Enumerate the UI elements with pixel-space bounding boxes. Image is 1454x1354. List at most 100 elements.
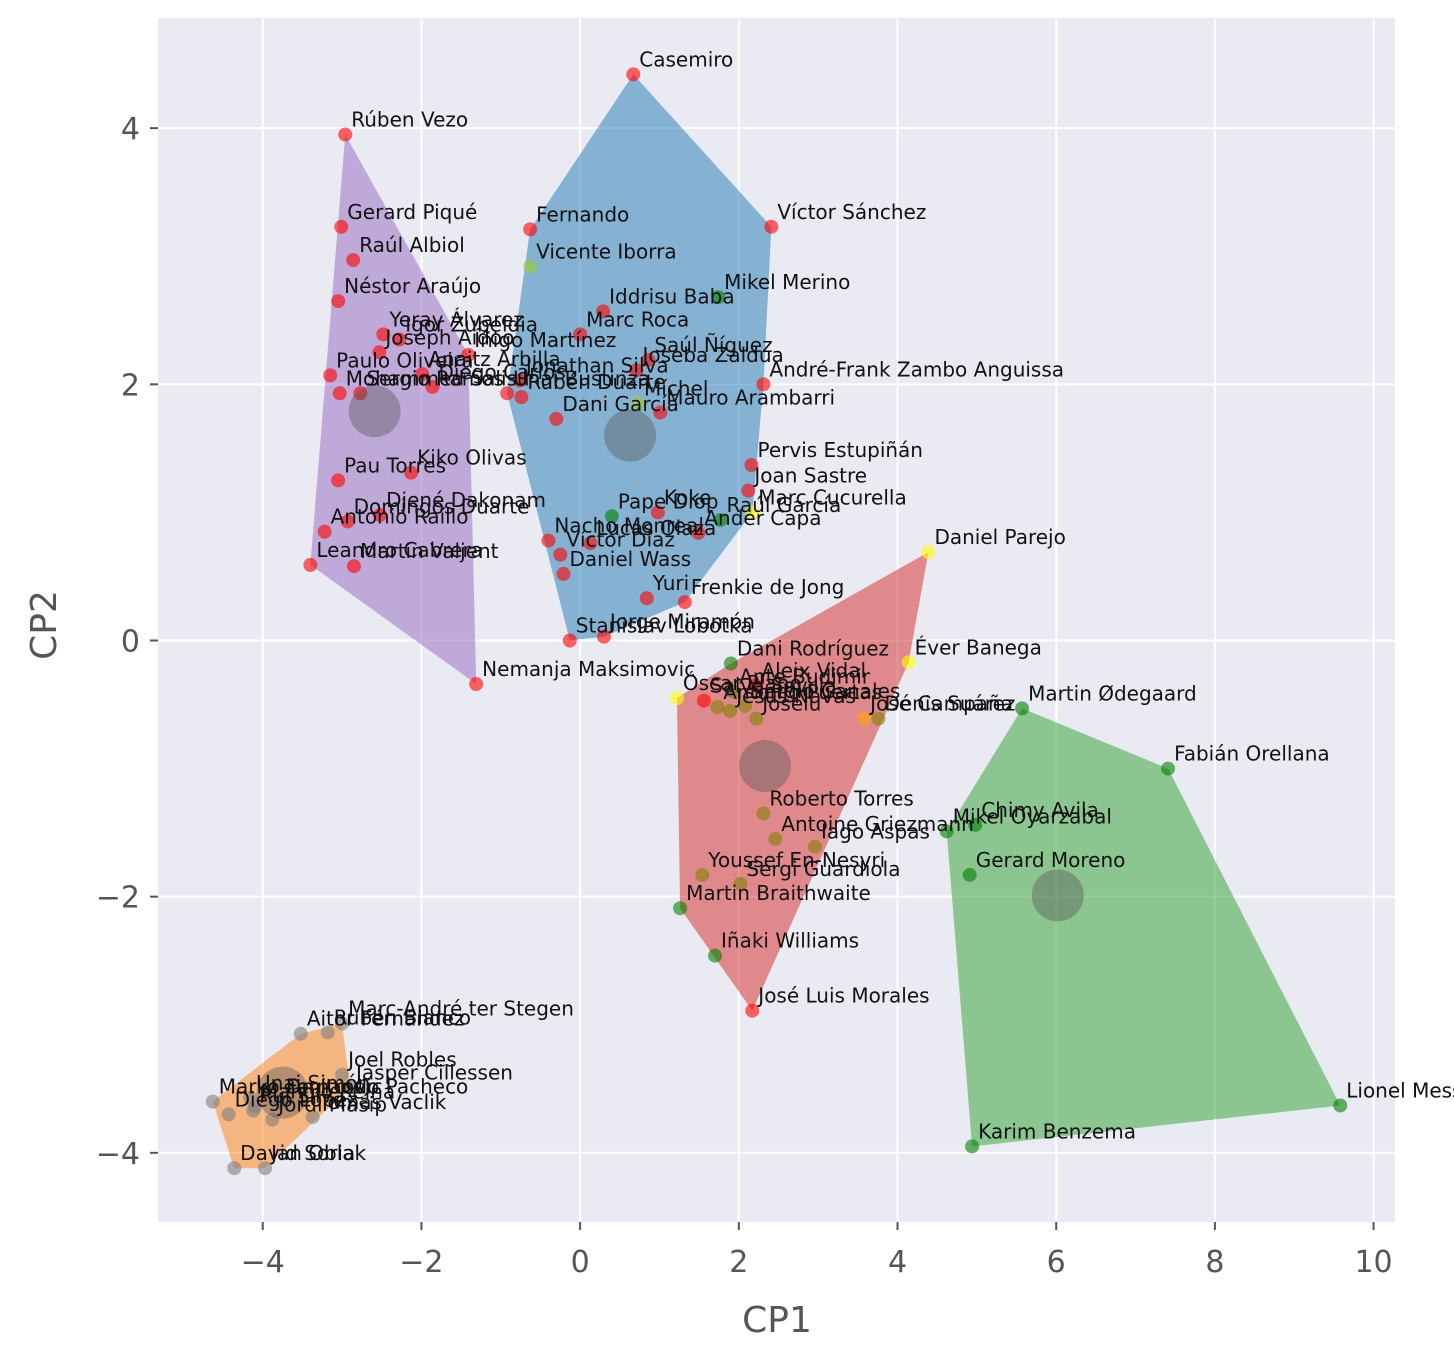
player-point (756, 377, 771, 392)
player-point (768, 832, 783, 847)
player-label: Iñaki Williams (721, 929, 859, 953)
cluster-hull (507, 74, 772, 641)
player-point (549, 411, 564, 426)
player-label: Youssef En-Nesyri (707, 848, 885, 872)
player-label: Mauro Arambarri (666, 386, 835, 410)
player-label: Roberto Torres (769, 786, 913, 810)
player-point (541, 533, 556, 548)
player-label: Pervis Estupiñán (758, 438, 923, 462)
player-label: Sergi Guardiola (746, 857, 900, 881)
player-label: Óscar Plano (683, 671, 802, 695)
player-point (523, 222, 538, 237)
points (205, 67, 1348, 1176)
player-label: Jorge Miramón (608, 610, 755, 634)
player-point (376, 327, 391, 342)
player-label: Ander Capa (704, 506, 821, 530)
player-label: Lionel Messi (1346, 1078, 1454, 1102)
player-label: David Soria (240, 1141, 355, 1165)
player-label: Anaitz Arbilla (428, 347, 560, 371)
cluster-hull (946, 708, 1341, 1147)
player-label: André-Frank Zambo Anguissa (769, 357, 1064, 381)
x-tick-label: 4 (888, 1245, 907, 1280)
player-point (713, 513, 728, 528)
x-tick-label: 8 (1205, 1245, 1224, 1280)
player-point (583, 536, 598, 551)
cluster-centroid (604, 409, 657, 462)
player-point (338, 127, 353, 142)
player-label: Rubén Duarte (527, 370, 665, 394)
player-label: Yuri (652, 571, 689, 595)
player-label: Vicente Iborra (536, 239, 676, 263)
player-point (562, 633, 577, 648)
player-label: Salva Sevilla (710, 674, 837, 698)
y-tick-label: −4 (96, 1137, 140, 1172)
x-tick-label: −2 (399, 1245, 443, 1280)
player-point (738, 698, 753, 713)
player-point (1161, 761, 1176, 776)
player-point (346, 559, 361, 574)
player-label: Joel Robles (346, 1048, 457, 1072)
player-label: Sergio Canales (751, 679, 900, 703)
player-point (726, 684, 741, 699)
player-label: Joselu (760, 692, 821, 716)
player-label: Antoine Griezmann (781, 812, 974, 836)
player-point (258, 1161, 273, 1176)
player-label: Jordi Masip (276, 1093, 387, 1117)
player-label: Fernando (536, 202, 629, 226)
player-label: Daniel Wass (569, 547, 691, 571)
player-label: Marc Roca (586, 307, 689, 331)
labels: Rúben Vezo Gerard Piqué Raúl Albiol Néstor … (219, 47, 1454, 1165)
player-point (346, 253, 361, 268)
player-label: Yeray Álvarez (388, 307, 523, 331)
player-point (711, 290, 726, 305)
player-point (748, 678, 763, 693)
player-point (723, 703, 738, 718)
player-point (246, 1103, 261, 1118)
player-label: Domingos Duarte (354, 494, 530, 518)
player-point (807, 839, 822, 854)
player-point (273, 1094, 288, 1109)
player-point (641, 352, 656, 367)
player-label: Raúl García (727, 493, 842, 517)
player-point (425, 379, 440, 394)
player-label: Joseph Aidoo (383, 325, 514, 349)
player-label: Saúl Ñíguez (654, 333, 772, 357)
player-point (962, 867, 977, 882)
player-label: Antonio Raíllo (331, 505, 469, 529)
player-label: Chimy Avila (981, 798, 1099, 822)
player-point (756, 806, 771, 821)
player-label: Jan Oblak (269, 1141, 366, 1165)
y-tick-label: 2 (121, 368, 140, 403)
player-point (677, 595, 692, 610)
player-point (710, 700, 725, 715)
player-point (669, 691, 684, 706)
y-tick-label: −2 (96, 881, 140, 916)
player-label: Rúben Vezo (351, 108, 468, 132)
player-label: Djené Dakonam (386, 488, 546, 512)
player-label: Néstor Araújo (344, 274, 481, 298)
player-label: Marko Dmitrovic (219, 1075, 383, 1099)
cluster-centroid (738, 740, 791, 793)
player-point (764, 219, 779, 234)
player-label: Diego Carlos (439, 360, 566, 384)
player-label: Pape Diop (618, 489, 719, 513)
y-tick-label: 4 (121, 112, 140, 147)
player-label: Fernando Pacheco (286, 1075, 468, 1099)
player-point (373, 507, 388, 522)
player-label: Aleix Vidal (761, 658, 866, 682)
player-label: Kiko Olivas (417, 446, 527, 470)
player-label: Joan Sastre (752, 464, 867, 488)
player-label: Frenkie de Jong (691, 575, 844, 599)
player-label: Martin Ødegaard (1028, 681, 1197, 705)
player-label: Pau Torres (344, 453, 446, 477)
player-point (512, 373, 527, 388)
cluster-centroid (1031, 869, 1084, 922)
player-point (553, 547, 568, 562)
player-label: Fabián Orellana (1174, 742, 1330, 766)
player-label: Diego López (235, 1087, 358, 1111)
player-point (708, 948, 723, 963)
player-label: José Campaña (868, 692, 1013, 716)
player-point (335, 1016, 350, 1031)
player-point (626, 67, 641, 82)
player-label: Marc-André ter Stegen (348, 996, 574, 1020)
